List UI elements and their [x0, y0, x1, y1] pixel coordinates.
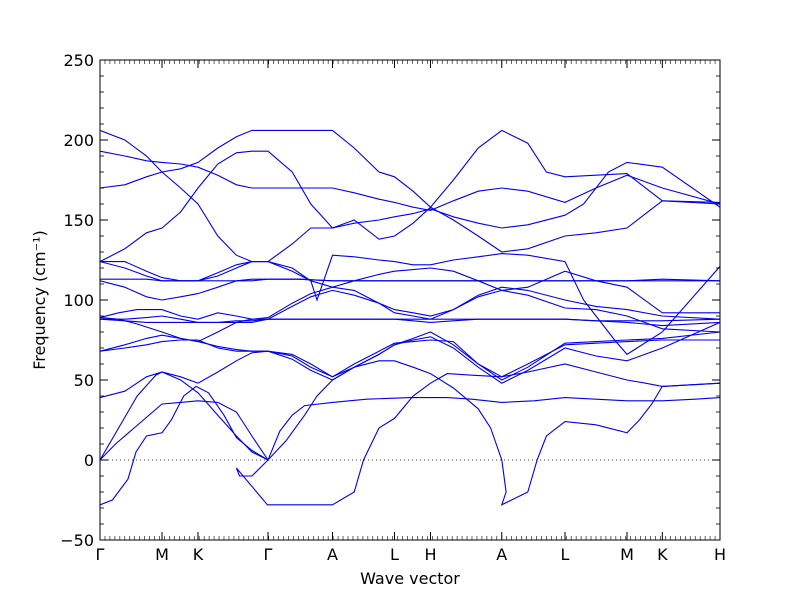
band-line-4 [100, 321, 720, 384]
plot-frame [99, 59, 721, 541]
x-tick-label-4: A [327, 545, 338, 564]
x-tick-label-1: M [155, 545, 169, 564]
x-tick-label-6: H [424, 545, 436, 564]
band-line-8 [100, 289, 720, 333]
x-tick-label-2: K [193, 545, 204, 564]
y-tick-layer: −50 0 50 100 150 200 250 [60, 51, 720, 550]
y-tick-label-6: 250 [63, 51, 94, 70]
band-line-17 [100, 150, 720, 263]
x-tick-label-7: A [496, 545, 507, 564]
band-line-15 [100, 129, 720, 263]
y-tick-label-2: 50 [74, 371, 94, 390]
band-line-13 [100, 253, 720, 356]
x-tick-label-9: M [620, 545, 634, 564]
band-series-layer [100, 129, 720, 506]
y-tick-label-5: 200 [63, 131, 94, 150]
x-axis-title: Wave vector [360, 569, 460, 588]
band-line-2 [100, 360, 720, 506]
band-line-14 [100, 129, 720, 208]
band-line-16 [100, 150, 720, 211]
x-tick-label-0: Γ [96, 545, 105, 564]
band-line-1 [100, 397, 720, 462]
band-line-12 [100, 261, 720, 314]
band-line-0 [100, 363, 720, 506]
x-tick-label-8: L [561, 545, 570, 564]
x-tick-label-5: L [390, 545, 399, 564]
y-tick-label-3: 100 [63, 291, 94, 310]
x-tick-label-11: H [714, 545, 726, 564]
y-tick-label-1: 0 [84, 451, 94, 470]
band-line-10 [100, 278, 720, 301]
y-tick-label-4: 150 [63, 211, 94, 230]
y-axis-title: Frequency (cm⁻¹) [30, 230, 49, 369]
x-tick-label-3: Γ [264, 545, 273, 564]
band-line-7 [100, 318, 720, 327]
band-line-9 [100, 286, 720, 343]
x-tick-label-10: K [657, 545, 668, 564]
y-tick-label-0: −50 [60, 531, 94, 550]
